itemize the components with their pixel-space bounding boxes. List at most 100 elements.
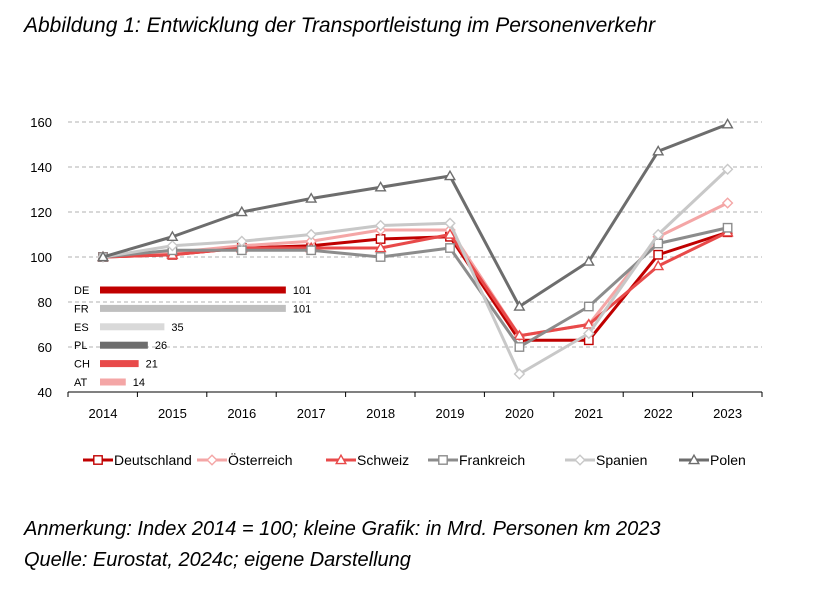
data-point-marker xyxy=(513,300,526,311)
inset-bar xyxy=(100,286,286,294)
y-tick-label: 120 xyxy=(30,205,52,220)
inset-bar-value: 101 xyxy=(293,285,311,297)
inset-bar xyxy=(100,341,148,349)
data-point-marker xyxy=(166,239,179,252)
inset-bar-chart: DE 101 FR 101 ES 35 PL 26 CH 21 AT 14 xyxy=(74,285,311,389)
chart-title: Abbildung 1: Entwicklung der Transportle… xyxy=(24,14,656,37)
data-point-marker xyxy=(721,197,734,209)
data-point-marker xyxy=(235,205,248,217)
x-tick-label: 2015 xyxy=(158,406,187,421)
data-point-marker xyxy=(582,255,595,266)
data-point-marker xyxy=(653,249,664,260)
data-point-marker xyxy=(513,329,526,341)
series-line xyxy=(102,168,729,376)
inset-bar xyxy=(100,360,139,368)
x-tick-label: 2021 xyxy=(574,406,603,421)
inset-bar-value: 101 xyxy=(293,303,311,315)
x-tick-label: 2022 xyxy=(644,406,673,421)
inset-bar xyxy=(100,304,286,312)
data-point-marker xyxy=(652,145,665,156)
data-point-marker xyxy=(374,241,387,253)
data-point-marker xyxy=(583,301,594,312)
inset-bar-label: CH xyxy=(74,359,90,371)
data-point-marker xyxy=(574,454,586,466)
legend: Deutschland Österreich Schweiz Frankreich Sp… xyxy=(83,451,746,468)
data-point-marker xyxy=(443,228,457,239)
data-point-marker xyxy=(334,453,348,465)
legend-item: Frankreich xyxy=(428,452,525,468)
legend-item: Polen xyxy=(679,452,746,468)
x-tick-label: 2017 xyxy=(297,406,326,421)
data-point-marker xyxy=(721,163,734,176)
x-tick-label: 2016 xyxy=(227,406,256,421)
data-point-marker xyxy=(236,235,248,248)
legend-label: Deutschland xyxy=(114,452,192,468)
inset-bar-value: 35 xyxy=(171,322,183,334)
inset-bar-label: DE xyxy=(74,285,89,297)
legend-label: Österreich xyxy=(228,451,293,468)
data-point-marker xyxy=(374,181,387,192)
inset-bar-label: ES xyxy=(74,322,89,334)
legend-label: Schweiz xyxy=(357,452,409,468)
x-tick-label: 2023 xyxy=(713,406,742,421)
legend-item: Österreich xyxy=(197,451,293,468)
inset-bar-value: 14 xyxy=(133,377,145,389)
data-point-marker xyxy=(652,259,665,271)
data-point-marker xyxy=(438,455,448,465)
inset-bar-label: PL xyxy=(74,340,87,352)
inset-bar-value: 26 xyxy=(155,340,167,352)
inset-bar-label: AT xyxy=(74,377,88,389)
y-tick-label: 160 xyxy=(30,115,52,130)
data-point-marker xyxy=(96,250,110,262)
data-point-marker xyxy=(687,453,701,465)
x-tick-label: 2019 xyxy=(436,406,465,421)
series-österreich xyxy=(97,197,734,342)
y-tick-label: 140 xyxy=(30,160,52,175)
data-point-marker xyxy=(513,368,526,380)
series-line xyxy=(102,122,729,308)
data-point-marker xyxy=(306,245,317,256)
legend-item: Deutschland xyxy=(83,452,192,468)
data-point-marker xyxy=(444,217,456,230)
data-point-marker xyxy=(652,228,664,241)
inset-bar xyxy=(100,323,165,331)
y-axis: 40 60 80 100 120 140 160 xyxy=(30,115,52,400)
x-axis: 2014 2015 2016 2017 2018 2019 2020 2021 2022 2023 xyxy=(67,391,763,421)
inset-bar-label: FR xyxy=(74,303,89,315)
data-point-marker xyxy=(305,228,317,241)
data-point-marker xyxy=(374,219,387,232)
legend-label: Frankreich xyxy=(459,452,525,468)
data-point-marker xyxy=(445,243,455,253)
data-point-marker xyxy=(93,455,103,465)
y-tick-label: 80 xyxy=(38,295,52,310)
series-polen xyxy=(96,118,734,311)
grid-lines xyxy=(68,121,762,348)
data-point-marker xyxy=(722,222,733,233)
x-tick-label: 2020 xyxy=(505,406,534,421)
y-tick-label: 60 xyxy=(38,340,52,355)
data-point-marker xyxy=(721,118,734,129)
y-tick-label: 40 xyxy=(38,385,52,400)
data-point-marker xyxy=(166,230,179,242)
legend-item: Spanien xyxy=(565,452,647,468)
legend-label: Spanien xyxy=(596,452,647,468)
data-point-marker xyxy=(305,192,318,203)
data-point-marker xyxy=(206,454,218,466)
inset-bar xyxy=(100,378,126,386)
legend-item: Schweiz xyxy=(326,452,409,468)
series-spanien xyxy=(97,163,734,380)
data-point-marker xyxy=(583,327,595,340)
data-point-marker xyxy=(514,342,525,352)
series-line xyxy=(102,226,728,349)
note-quelle: Quelle: Eurostat, 2024c; eigene Darstell… xyxy=(24,549,411,571)
x-tick-label: 2018 xyxy=(366,406,395,421)
legend-label: Polen xyxy=(710,452,746,468)
data-point-marker xyxy=(375,252,386,262)
x-tick-label: 2014 xyxy=(89,406,118,421)
data-point-marker xyxy=(443,169,457,181)
note-anmerkung: Anmerkung: Index 2014 = 100; kleine Graf… xyxy=(24,518,661,540)
y-tick-label: 100 xyxy=(30,250,52,265)
series-lines xyxy=(96,118,734,380)
inset-bar-value: 21 xyxy=(146,359,158,371)
